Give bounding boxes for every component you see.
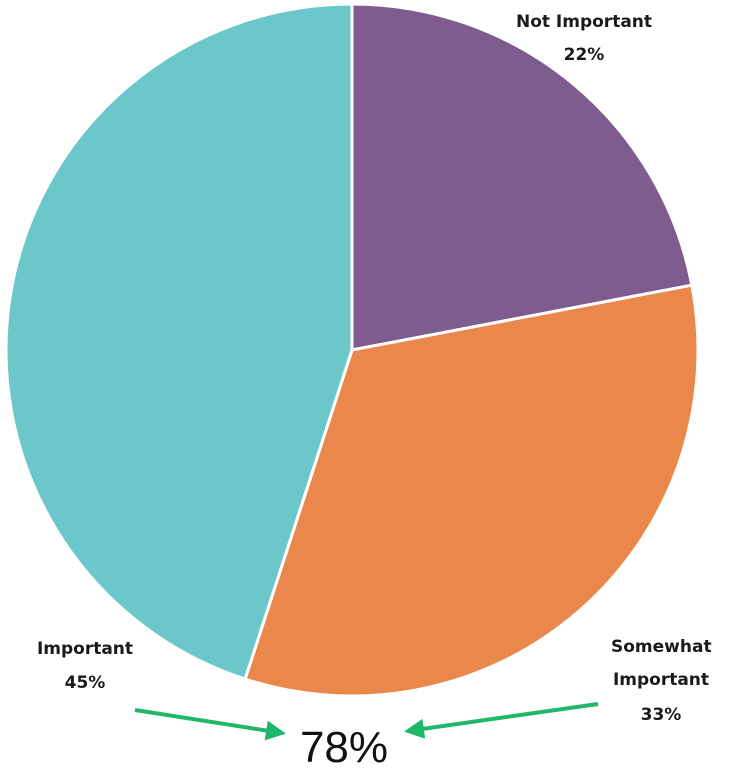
pie-slice-not-important	[350, 2, 694, 352]
slice-value-important: 45%	[65, 673, 106, 693]
pie-slice-important	[4, 2, 354, 681]
annotation-arrow-left	[134, 708, 286, 741]
slice-value-somewhat-important: 33%	[641, 705, 682, 725]
slice-label-somewhat-important-line1: Somewhat	[611, 637, 712, 657]
pie-slice-somewhat-important	[243, 283, 700, 698]
annotation-total: 78%	[300, 723, 388, 768]
slice-value-not-important: 22%	[564, 45, 605, 65]
slice-label-not-important: Not Important	[516, 12, 652, 32]
annotation-arrow-right	[404, 702, 599, 739]
slice-label-somewhat-important-line2: Important	[613, 670, 709, 690]
pie-slices	[4, 2, 700, 698]
slice-label-important: Important	[37, 639, 133, 659]
